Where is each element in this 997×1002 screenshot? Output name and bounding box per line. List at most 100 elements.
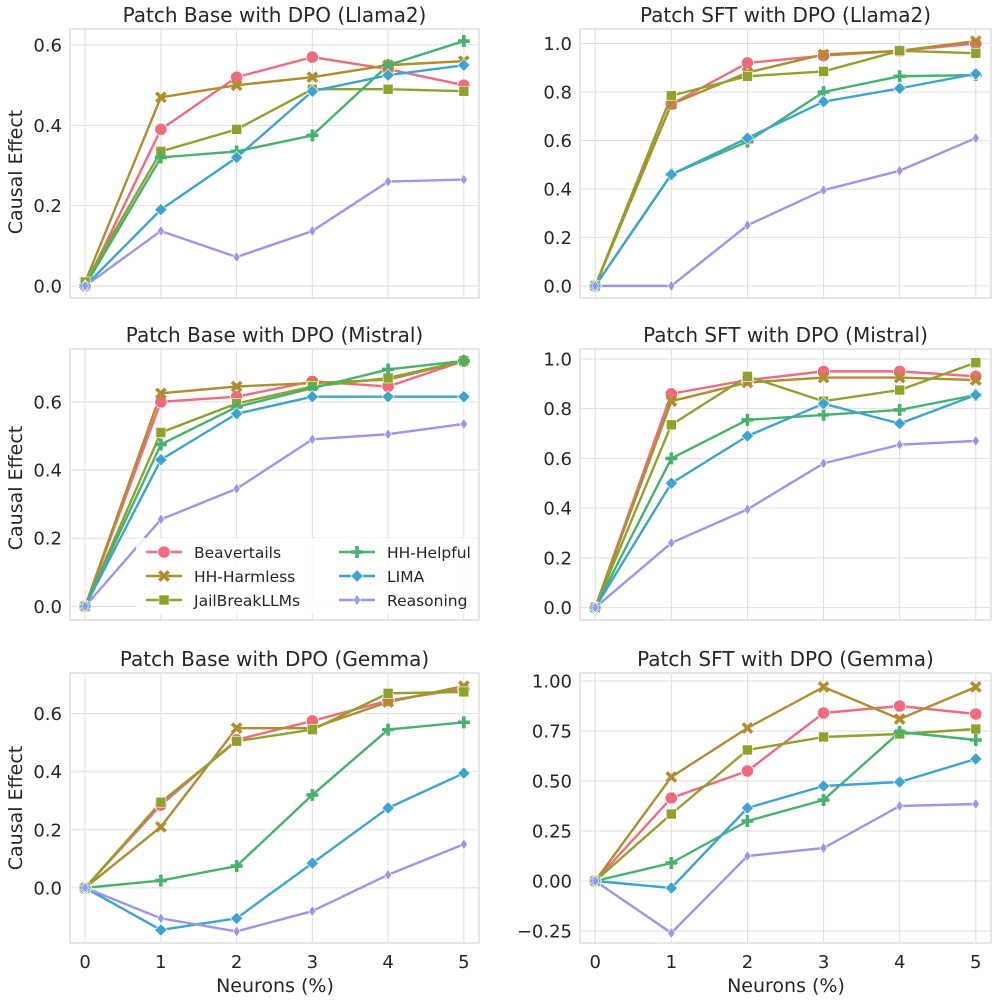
legend-label-hh-helpful: HH-Helpful	[387, 544, 471, 562]
legend-label-beavertails: Beavertails	[194, 544, 281, 562]
x-tick-label: 4	[894, 952, 905, 973]
y-tick-label: 1.00	[532, 672, 572, 693]
panel-5: 0.0 0.2 0.4 0.6 0 1 2 3 4 5 Patch Base with DPO (G…	[33, 647, 480, 973]
point-beavertails	[816, 706, 831, 720]
point-reasoning	[819, 184, 828, 197]
series-line-lima	[84, 63, 465, 287]
point-reasoning	[459, 173, 468, 186]
point-hh-helpful	[969, 734, 982, 746]
point-lima	[664, 881, 678, 895]
y-tick-label: 0.4	[33, 116, 62, 137]
point-lima	[230, 150, 244, 165]
y-tick-label: 0.4	[543, 499, 572, 520]
legend-entry-hh-helpful: HH-Helpful	[339, 544, 471, 562]
series-line-jailbreakllms	[84, 88, 464, 283]
x-tick-label: 1	[666, 952, 677, 973]
point-jailbreakllms	[458, 686, 470, 698]
y-tick-label: 0.2	[33, 820, 62, 841]
point-hh-harmless	[665, 395, 678, 408]
point-hh-helpful	[741, 815, 754, 827]
series-line-lima	[594, 72, 977, 287]
point-hh-helpful	[382, 723, 395, 736]
point-hh-helpful	[817, 794, 830, 806]
point-jailbreakllms	[818, 731, 829, 743]
x-tick-label: 2	[231, 952, 242, 973]
point-reasoning	[667, 926, 676, 940]
point-lima	[230, 407, 244, 421]
series-line-lima	[594, 393, 977, 609]
series-line-jailbreakllms	[594, 361, 977, 609]
point-hh-harmless	[817, 371, 830, 384]
x-tick-label: 2	[742, 952, 753, 973]
point-jailbreakllms	[742, 744, 753, 756]
y-tick-label: 0.4	[543, 179, 572, 200]
series-line-hh-harmless	[594, 39, 976, 287]
xlabel-right: Neurons (%)	[727, 975, 845, 997]
point-jailbreakllms	[307, 724, 318, 735]
y-tick-label: 1.0	[543, 349, 572, 370]
point-hh-helpful	[893, 726, 906, 738]
point-lima	[381, 801, 395, 815]
point-lima	[230, 911, 244, 925]
series-line-hh-helpful	[594, 393, 977, 609]
ylabel-row-3: Causal Effect	[5, 746, 27, 871]
point-hh-harmless	[893, 371, 906, 384]
point-beavertails	[740, 764, 755, 778]
point-lima	[154, 453, 168, 467]
point-reasoning	[81, 279, 90, 293]
point-reasoning	[743, 849, 752, 863]
legend-label-lima: LIMA	[387, 568, 425, 586]
point-beavertails	[664, 791, 678, 805]
y-tick-label: 0.2	[33, 196, 62, 217]
point-jailbreakllms	[894, 384, 905, 396]
series-line-hh-harmless	[594, 376, 976, 608]
point-lima	[664, 167, 678, 182]
series-line-reasoning	[84, 178, 464, 287]
panel-4: 0.0 0.2 0.4 0.6 0.8 1.0 Patch SFT with DPO (Mi…	[543, 323, 992, 621]
panel-title: Patch Base with DPO (Gemma)	[120, 647, 429, 671]
point-reasoning	[308, 433, 317, 446]
point-lima	[305, 390, 319, 404]
legend-marker-beavertails	[157, 545, 171, 559]
panel-1: 0.0 0.2 0.4 0.6 Patch Base with DPO (Llama2)	[33, 3, 480, 299]
x-tick-label: 0	[79, 952, 90, 973]
legend-entry-jailbreakllms: JailBreakLLMs	[146, 592, 300, 610]
y-tick-label: 0.75	[532, 722, 572, 743]
axes-frame	[579, 348, 992, 621]
legend-label-reasoning: Reasoning	[387, 592, 467, 610]
point-reasoning	[591, 874, 600, 888]
panels: 0.0 0.2 0.4 0.6 Patch Base with DPO (Llama2)…	[33, 3, 992, 973]
series-line-hh-harmless	[84, 684, 465, 889]
point-jailbreakllms	[155, 427, 167, 438]
point-jailbreakllms	[894, 45, 905, 57]
point-reasoning	[819, 841, 828, 855]
point-beavertails	[154, 122, 168, 136]
xlabel-group: Neurons (%) Neurons (%)	[216, 975, 845, 997]
point-lima	[381, 390, 395, 404]
series-line-jailbreakllms	[84, 359, 465, 607]
point-lima	[154, 203, 168, 217]
y-tick-label: 0.6	[543, 131, 572, 152]
series-line-jailbreakllms	[594, 49, 976, 287]
point-jailbreakllms	[382, 688, 394, 699]
axes-frame	[69, 672, 480, 944]
panel-6: −0.25 0.00 0.25 0.50 0.75 1.00 0 1 2 3 4 5 Patch SFT…	[517, 647, 992, 973]
point-hh-harmless	[155, 91, 167, 104]
point-jailbreakllms	[231, 124, 242, 135]
series-line-jailbreakllms	[84, 690, 464, 889]
y-tick-label: −0.25	[517, 922, 572, 943]
y-tick-label: 0.0	[33, 276, 62, 297]
point-lima	[893, 81, 907, 95]
y-tick-label: 0.6	[33, 36, 62, 57]
point-lima	[664, 476, 678, 490]
point-reasoning	[971, 132, 980, 145]
point-hh-harmless	[817, 48, 830, 61]
point-hh-harmless	[155, 387, 167, 400]
y-tick-label: 0.6	[33, 704, 62, 725]
point-hh-helpful	[893, 70, 906, 83]
point-hh-helpful	[230, 860, 243, 873]
point-reasoning	[156, 224, 165, 237]
series-line-reasoning	[84, 422, 465, 608]
y-tick-label: 0.0	[543, 598, 572, 619]
point-lima	[893, 775, 907, 789]
